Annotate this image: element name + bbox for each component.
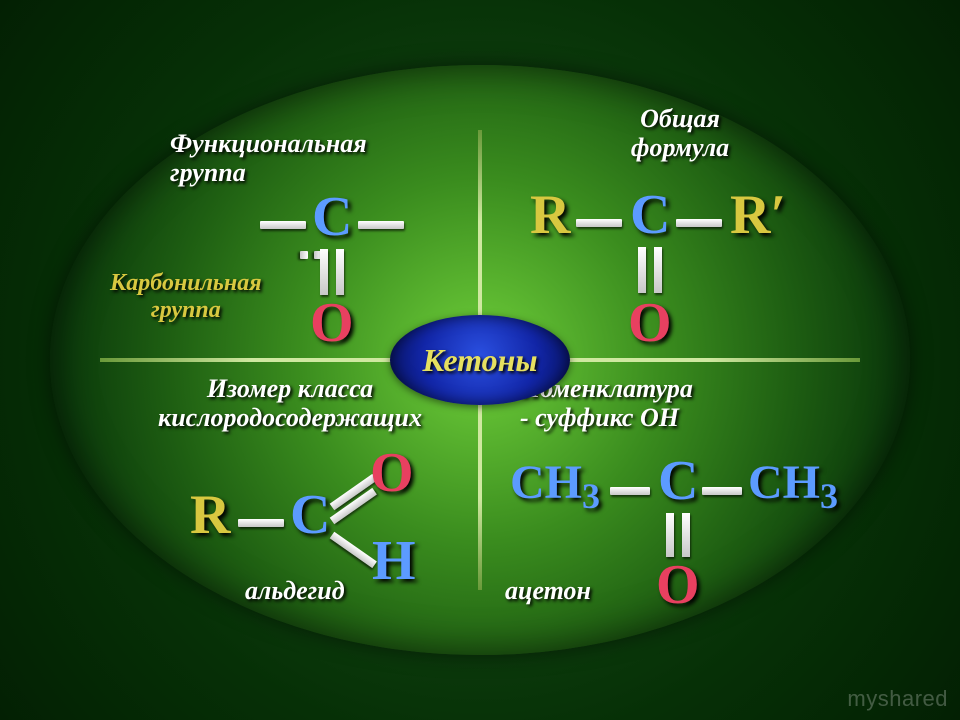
q2-bond-1 bbox=[576, 219, 622, 227]
q4-atom-o: O bbox=[656, 553, 700, 617]
q1-subtitle: Карбонильная группа bbox=[110, 270, 262, 324]
q1-dbond2 bbox=[336, 249, 344, 295]
q3-atom-o: O bbox=[370, 441, 414, 505]
q4-dbond1 bbox=[666, 513, 674, 557]
q3-bond-ch bbox=[330, 532, 377, 568]
q4-ch3a-ch: CH bbox=[510, 456, 582, 509]
q4-atom-c: C bbox=[658, 449, 698, 513]
q3-caption: альдегид bbox=[245, 577, 345, 606]
q1-sub-line2: группа bbox=[151, 297, 221, 323]
q2-atom-r: R bbox=[530, 183, 570, 247]
q1-sub-line1: Карбонильная bbox=[110, 270, 262, 296]
q3-title-line2: кислородосодержащих bbox=[158, 403, 422, 432]
q2-title: Общая формула bbox=[580, 105, 780, 162]
main-ellipse: Функциональная группа Карбонильная групп… bbox=[50, 65, 910, 655]
q3-atom-r: R bbox=[190, 483, 230, 547]
q4-caption: ацетон bbox=[505, 577, 591, 606]
center-label: Кетоны bbox=[422, 342, 537, 379]
q2-atom-c: C bbox=[630, 183, 670, 247]
q3-title-line1: Изомер класса bbox=[207, 374, 373, 403]
q4-ch3a-sub: 3 bbox=[582, 476, 600, 516]
q4-ch3b-sub: 3 bbox=[820, 476, 838, 516]
q3-title: Изомер класса кислородосодержащих bbox=[130, 375, 450, 432]
q3-atom-c: C bbox=[290, 483, 330, 547]
q1-dbond1 bbox=[320, 249, 328, 295]
q1-atom-o: O bbox=[310, 291, 354, 355]
q4-title-line2: - суффикс ОН bbox=[520, 403, 679, 432]
q1-bond-left bbox=[260, 221, 306, 229]
q4-title: Номенклатура - суффикс ОН bbox=[520, 375, 810, 432]
q4-ch3a: CH3 bbox=[510, 455, 600, 517]
q2-atom-rp: R′ bbox=[730, 183, 786, 247]
q3-bond-rc bbox=[238, 519, 284, 527]
q2-atom-o: O bbox=[628, 291, 672, 355]
watermark: myshared bbox=[847, 686, 948, 712]
q2-title-line1: Общая bbox=[640, 104, 720, 133]
stage: Функциональная группа Карбонильная групп… bbox=[0, 0, 960, 720]
q1-atom-c: C bbox=[312, 185, 352, 249]
q4-bond-2 bbox=[702, 487, 742, 495]
q3-atom-h: H bbox=[372, 529, 416, 593]
q4-bond-1 bbox=[610, 487, 650, 495]
q4-ch3b: CH3 bbox=[748, 455, 838, 517]
q2-dbond1 bbox=[638, 247, 646, 293]
q2-bond-2 bbox=[676, 219, 722, 227]
q2-dbond2 bbox=[654, 247, 662, 293]
q4-ch3b-ch: CH bbox=[748, 456, 820, 509]
q4-dbond2 bbox=[682, 513, 690, 557]
q1-bond-right bbox=[358, 221, 404, 229]
q1-title: Функциональная группа bbox=[170, 130, 367, 187]
center-badge: Кетоны bbox=[390, 315, 570, 405]
q1-title-line2: группа bbox=[170, 158, 246, 187]
q1-title-line1: Функциональная bbox=[170, 129, 367, 158]
q2-title-line2: формула bbox=[631, 133, 729, 162]
